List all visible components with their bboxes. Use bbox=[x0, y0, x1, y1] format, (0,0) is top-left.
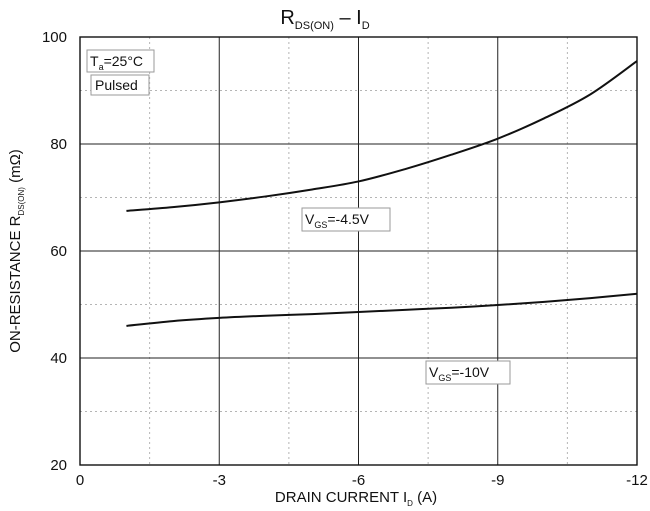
chart-title-main: R bbox=[280, 7, 294, 29]
condition-annotation: Ta=25°C Pulsed bbox=[86, 49, 155, 96]
major-grid bbox=[79, 36, 638, 466]
y-tick-label: 40 bbox=[50, 350, 67, 367]
series-label-vgs-10: VGS=-10V bbox=[425, 360, 511, 385]
condition-box-ta bbox=[86, 49, 155, 73]
series-label-text-vgs-10: VGS=-10V bbox=[429, 364, 490, 383]
x-axis-label: DRAIN CURRENT ID (A) bbox=[275, 489, 437, 508]
y-tick-label: 60 bbox=[50, 243, 67, 260]
x-tick-label: -3 bbox=[213, 472, 226, 489]
x-axis-label-sub: D bbox=[407, 499, 413, 508]
x-tick-label: -6 bbox=[352, 472, 365, 489]
condition-ta-main: T bbox=[90, 53, 99, 69]
chart-title: RDS(ON) – ID bbox=[280, 7, 369, 32]
y-tick-label: 80 bbox=[50, 136, 67, 153]
series-label-vgs-4-5: VGS=-4.5V bbox=[301, 207, 391, 232]
y-axis-label-main: ON-RESISTANCE R bbox=[7, 215, 24, 352]
series-label-vgs-4-5-sub: GS bbox=[314, 220, 327, 230]
y-axis-label-sub: DS(ON) bbox=[17, 187, 26, 216]
series-label-text-vgs-4-5: VGS=-4.5V bbox=[305, 211, 370, 230]
series-line-vgs-4-5 bbox=[126, 60, 638, 212]
y-tick-label: 20 bbox=[50, 457, 67, 474]
minor-grid bbox=[80, 37, 637, 465]
condition-ta-text: Ta=25°C bbox=[90, 53, 143, 72]
series-layer bbox=[126, 60, 638, 327]
series-label-vgs-4-5-main: V bbox=[305, 211, 315, 227]
series-label-vgs-4-5-rest: =-4.5V bbox=[327, 211, 369, 227]
chart-title-sub: DS(ON) bbox=[295, 20, 334, 32]
plot-frame bbox=[79, 36, 638, 466]
series-label-vgs-10-rest: =-10V bbox=[451, 364, 489, 380]
y-axis-label: ON-RESISTANCE RDS(ON) (mΩ) bbox=[7, 149, 26, 353]
condition-pulsed-text: Pulsed bbox=[95, 77, 138, 93]
series-line-vgs-10 bbox=[126, 292, 638, 327]
chart-title-sub2: D bbox=[362, 20, 370, 32]
chart-title-dash: – I bbox=[334, 7, 362, 29]
condition-ta-sub: a bbox=[99, 62, 104, 72]
x-tick-label: -9 bbox=[491, 472, 504, 489]
y-axis-label-rest: (mΩ) bbox=[7, 149, 24, 187]
x-axis-label-main: DRAIN CURRENT I bbox=[275, 489, 407, 506]
condition-box-pulsed bbox=[90, 74, 150, 96]
x-tick-label: -12 bbox=[626, 472, 648, 489]
x-axis-label-rest: (A) bbox=[413, 489, 437, 506]
condition-ta-rest: =25°C bbox=[104, 53, 143, 69]
x-tick-label: 0 bbox=[76, 472, 84, 489]
series-label-vgs-10-sub: GS bbox=[438, 373, 451, 383]
tick-label-layer: 0 -3 -6 -9 -12 20 40 60 80 100 bbox=[42, 29, 648, 489]
series-label-box-vgs-4-5 bbox=[301, 207, 391, 232]
series-label-box-vgs-10 bbox=[425, 360, 511, 385]
series-label-vgs-10-main: V bbox=[429, 364, 439, 380]
y-tick-label: 100 bbox=[42, 29, 67, 46]
